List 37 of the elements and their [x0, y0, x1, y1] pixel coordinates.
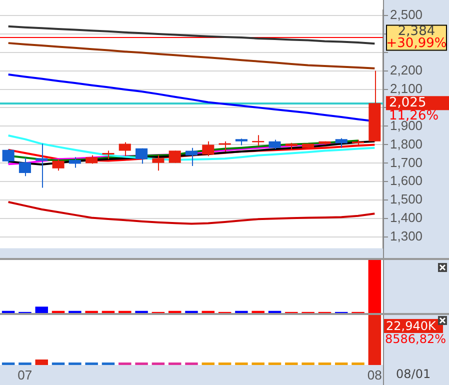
- candlestick: [18, 157, 31, 177]
- candlestick: [268, 139, 281, 150]
- candlestick: [168, 150, 181, 164]
- y-tick-label: 2,200: [390, 62, 423, 78]
- candlestick: [202, 140, 214, 157]
- y-tick-label: 1,800: [390, 136, 423, 152]
- candlestick: [2, 148, 14, 164]
- candlestick: [218, 140, 231, 152]
- y-tick-label: 2,100: [390, 80, 423, 96]
- ref-line-label: 2,025: [389, 96, 426, 110]
- candlestick: [102, 150, 114, 160]
- text: +30,99%: [386, 36, 447, 52]
- y-tick-label: 1,400: [390, 210, 423, 226]
- x-tick-label: 08: [367, 367, 382, 382]
- candlestick: [152, 154, 164, 172]
- candlestick: [118, 142, 131, 157]
- y-tick-label: 1,600: [390, 173, 423, 188]
- bar: [368, 260, 382, 313]
- candlestick: [86, 154, 98, 164]
- candlestick: [318, 140, 331, 146]
- text: 22,940K: [386, 319, 437, 334]
- y-tick-label: 2,500: [390, 6, 423, 22]
- candlestick: [136, 148, 148, 164]
- y-tick-label: 1,700: [390, 154, 423, 170]
- candlestick: [335, 138, 348, 148]
- x-tick-label: 07: [18, 367, 32, 382]
- y-tick-label: 1,500: [390, 192, 423, 207]
- y-tick-label: 1,300: [390, 228, 423, 244]
- text: 8586,82%: [385, 332, 446, 346]
- candlestick: [235, 138, 248, 146]
- candlestick: [52, 158, 64, 172]
- candlestick: [36, 143, 48, 188]
- candlestick: [252, 134, 264, 146]
- candlestick: [368, 70, 381, 142]
- text: 08/01: [396, 367, 431, 382]
- candlestick: [302, 143, 314, 148]
- bar: [35, 306, 48, 313]
